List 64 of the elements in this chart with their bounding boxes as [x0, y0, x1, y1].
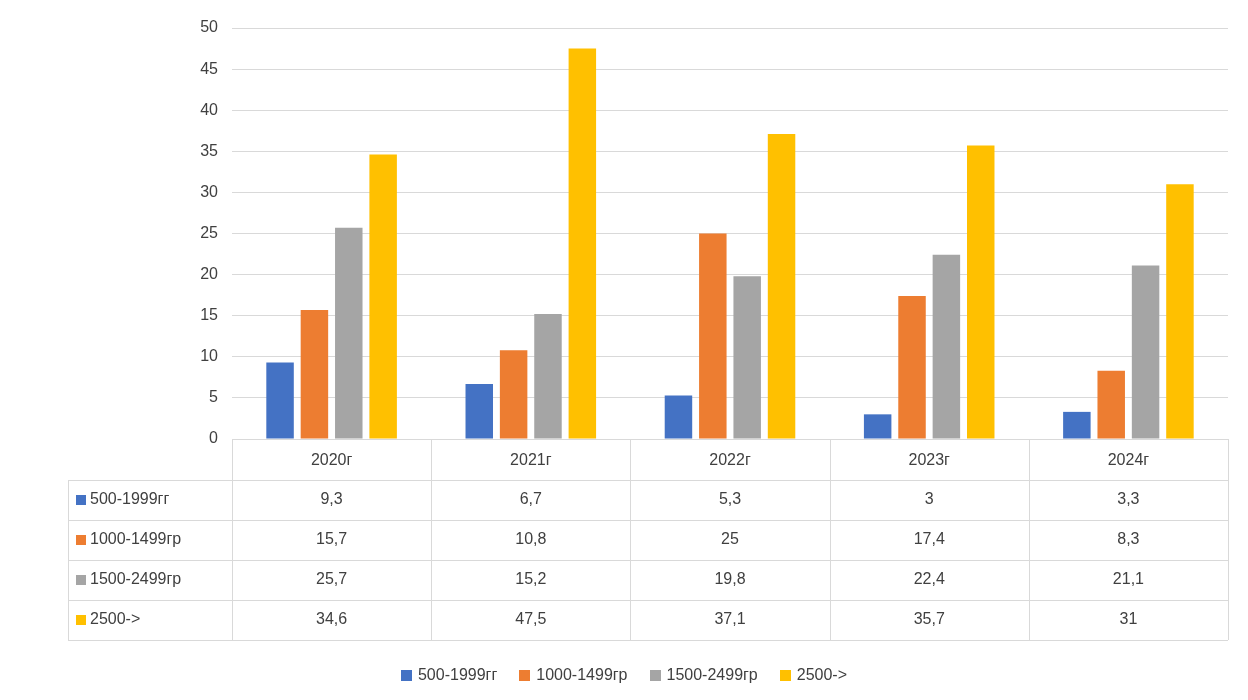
bar [733, 276, 761, 439]
y-tick-label: 15 [200, 306, 219, 324]
bar [1063, 411, 1091, 439]
data-label: 34,6 [316, 610, 348, 628]
x-tick-label: 2021г [510, 451, 552, 469]
y-tick-label: 25 [200, 223, 219, 241]
x-tick-label: 2022г [709, 451, 751, 469]
bar [568, 48, 597, 439]
y-tick-label: 10 [200, 347, 219, 365]
bar [1131, 265, 1160, 439]
data-label: 35,7 [913, 610, 945, 628]
bar [266, 362, 294, 439]
y-tick-label: 40 [200, 100, 219, 118]
data-label: 5,3 [718, 490, 742, 508]
bar [664, 395, 693, 439]
bar [699, 233, 727, 439]
text: 500-1999гг [417, 666, 498, 683]
bar [932, 254, 961, 439]
data-label: 15,2 [515, 570, 547, 588]
x-tick-label: 2020г [310, 451, 353, 469]
data-label: 19,8 [714, 570, 746, 588]
text: 1500-2499гр [666, 666, 758, 683]
text: 2500-> [90, 610, 141, 628]
legend-label: 500-1999гг [90, 490, 170, 508]
data-label: 25 [721, 530, 739, 548]
bar [767, 134, 796, 439]
data-label: 47,5 [515, 610, 547, 628]
data-label: 6,7 [519, 490, 543, 508]
data-label: 37,1 [714, 610, 746, 628]
y-tick-label: 35 [200, 141, 219, 159]
y-tick-label: 50 [200, 18, 219, 36]
data-label: 8,3 [1117, 530, 1140, 548]
data-label: 21,1 [1112, 570, 1145, 588]
bar [465, 383, 493, 439]
data-label: 25,7 [316, 570, 348, 588]
data-label: 31 [1119, 610, 1138, 628]
data-label: 22,4 [913, 570, 945, 588]
y-tick-label: 0 [209, 429, 219, 447]
bar [967, 145, 995, 439]
y-tick-label: 45 [200, 59, 219, 77]
bar [863, 414, 892, 439]
data-label: 17,4 [913, 530, 945, 548]
data-label: 10,8 [515, 530, 547, 548]
bar [534, 314, 562, 439]
bar [335, 227, 363, 439]
y-tick-label: 5 [209, 388, 219, 406]
data-label: 3,3 [1117, 490, 1140, 508]
data-label: 15,7 [316, 530, 348, 548]
x-tick-label: 2024г [1107, 451, 1150, 469]
bar [898, 295, 926, 439]
legend-label: 1500-2499гр [90, 570, 182, 588]
text: 1000-1499гр [536, 666, 628, 683]
data-label: 3 [924, 490, 934, 508]
bar [1097, 370, 1125, 439]
y-tick-label: 30 [200, 182, 219, 200]
bar [300, 309, 329, 439]
x-tick-label: 2023г [908, 451, 951, 469]
bar [1166, 184, 1194, 439]
legend-label: 2500-> [796, 666, 848, 684]
y-tick-label: 20 [200, 265, 219, 283]
legend-label: 1000-1499гр [90, 530, 182, 548]
bar [369, 154, 397, 439]
data-label: 9,3 [320, 490, 343, 508]
bar [499, 350, 528, 439]
